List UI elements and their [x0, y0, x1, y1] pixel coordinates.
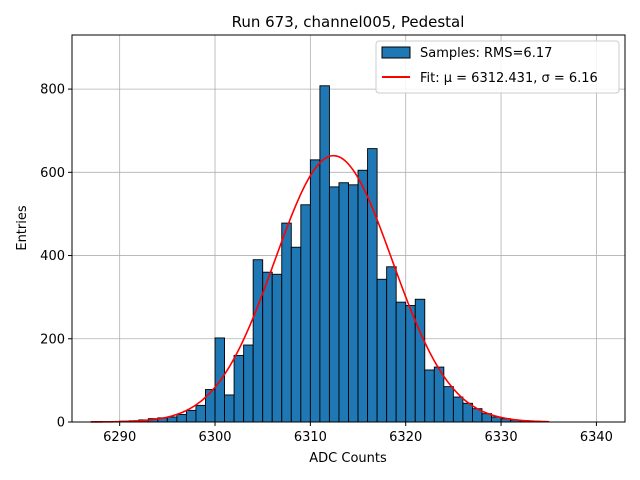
y-axis-label: Entries — [15, 205, 30, 251]
legend: Samples: RMS=6.17 Fit: μ = 6312.431, σ =… — [375, 40, 620, 94]
x-tick-label: 6300 — [198, 430, 231, 445]
y-tick-label: 600 — [40, 166, 65, 181]
y-tick-label: 200 — [40, 332, 65, 347]
histogram-bar — [328, 186, 340, 423]
histogram-bar — [443, 386, 454, 423]
x-axis-ticks: 6290 6300 6310 6320 6330 6340 — [103, 422, 613, 445]
histogram-bar — [386, 266, 397, 423]
histogram-bar — [414, 298, 426, 423]
histogram-bar — [252, 259, 264, 423]
histogram-bar — [300, 204, 311, 423]
histogram-bar — [233, 354, 245, 423]
histogram-bar — [348, 184, 359, 423]
histogram-bar — [357, 169, 369, 423]
histogram-bar — [205, 389, 216, 423]
histogram-bar — [290, 246, 302, 423]
legend-fit-label: Fit: μ = 6312.431, σ = 6.16 — [420, 71, 598, 86]
y-tick-label: 0 — [57, 416, 65, 431]
gaussian-fit-curve — [91, 154, 549, 423]
histogram-bar — [195, 404, 206, 423]
histogram-bar — [376, 278, 388, 423]
histogram-bar — [243, 344, 254, 423]
x-tick-label: 6310 — [294, 430, 327, 445]
histogram-bar — [395, 301, 407, 423]
histogram-bar — [319, 85, 330, 423]
x-tick-label: 6330 — [485, 430, 518, 445]
histogram-bar — [405, 305, 416, 423]
x-axis-label: ADC Counts — [309, 451, 387, 466]
histogram-bar — [185, 409, 197, 423]
histogram-bar — [224, 394, 235, 423]
histogram-bar — [281, 222, 292, 423]
histogram-bar — [166, 416, 178, 423]
histogram-bar — [367, 148, 378, 423]
y-axis-ticks: 0 200 400 600 800 — [40, 83, 72, 431]
x-tick-label: 6340 — [580, 430, 613, 445]
histogram-bar — [271, 273, 283, 423]
plot-frame — [71, 34, 626, 423]
histogram-bar — [309, 159, 321, 423]
legend-histogram-label: Samples: RMS=6.17 — [420, 46, 552, 61]
histogram-bars — [90, 85, 550, 423]
y-tick-label: 800 — [40, 83, 65, 98]
histogram-bar — [424, 369, 435, 423]
legend-histogram-swatch — [381, 46, 411, 59]
histogram-bar — [176, 414, 187, 423]
x-tick-label: 6290 — [103, 430, 136, 445]
legend-box — [375, 40, 620, 94]
histogram-bar — [462, 402, 473, 423]
histogram-bar — [452, 396, 464, 423]
histogram-bar — [338, 182, 349, 423]
y-tick-label: 400 — [40, 249, 65, 264]
x-tick-label: 6320 — [389, 430, 422, 445]
chart-title: Run 673, channel005, Pedestal — [232, 13, 465, 31]
histogram-bar — [262, 271, 273, 423]
